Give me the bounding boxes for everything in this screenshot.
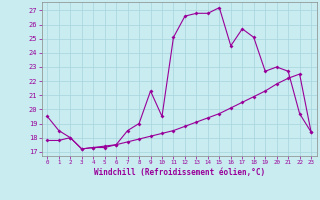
X-axis label: Windchill (Refroidissement éolien,°C): Windchill (Refroidissement éolien,°C): [94, 168, 265, 177]
